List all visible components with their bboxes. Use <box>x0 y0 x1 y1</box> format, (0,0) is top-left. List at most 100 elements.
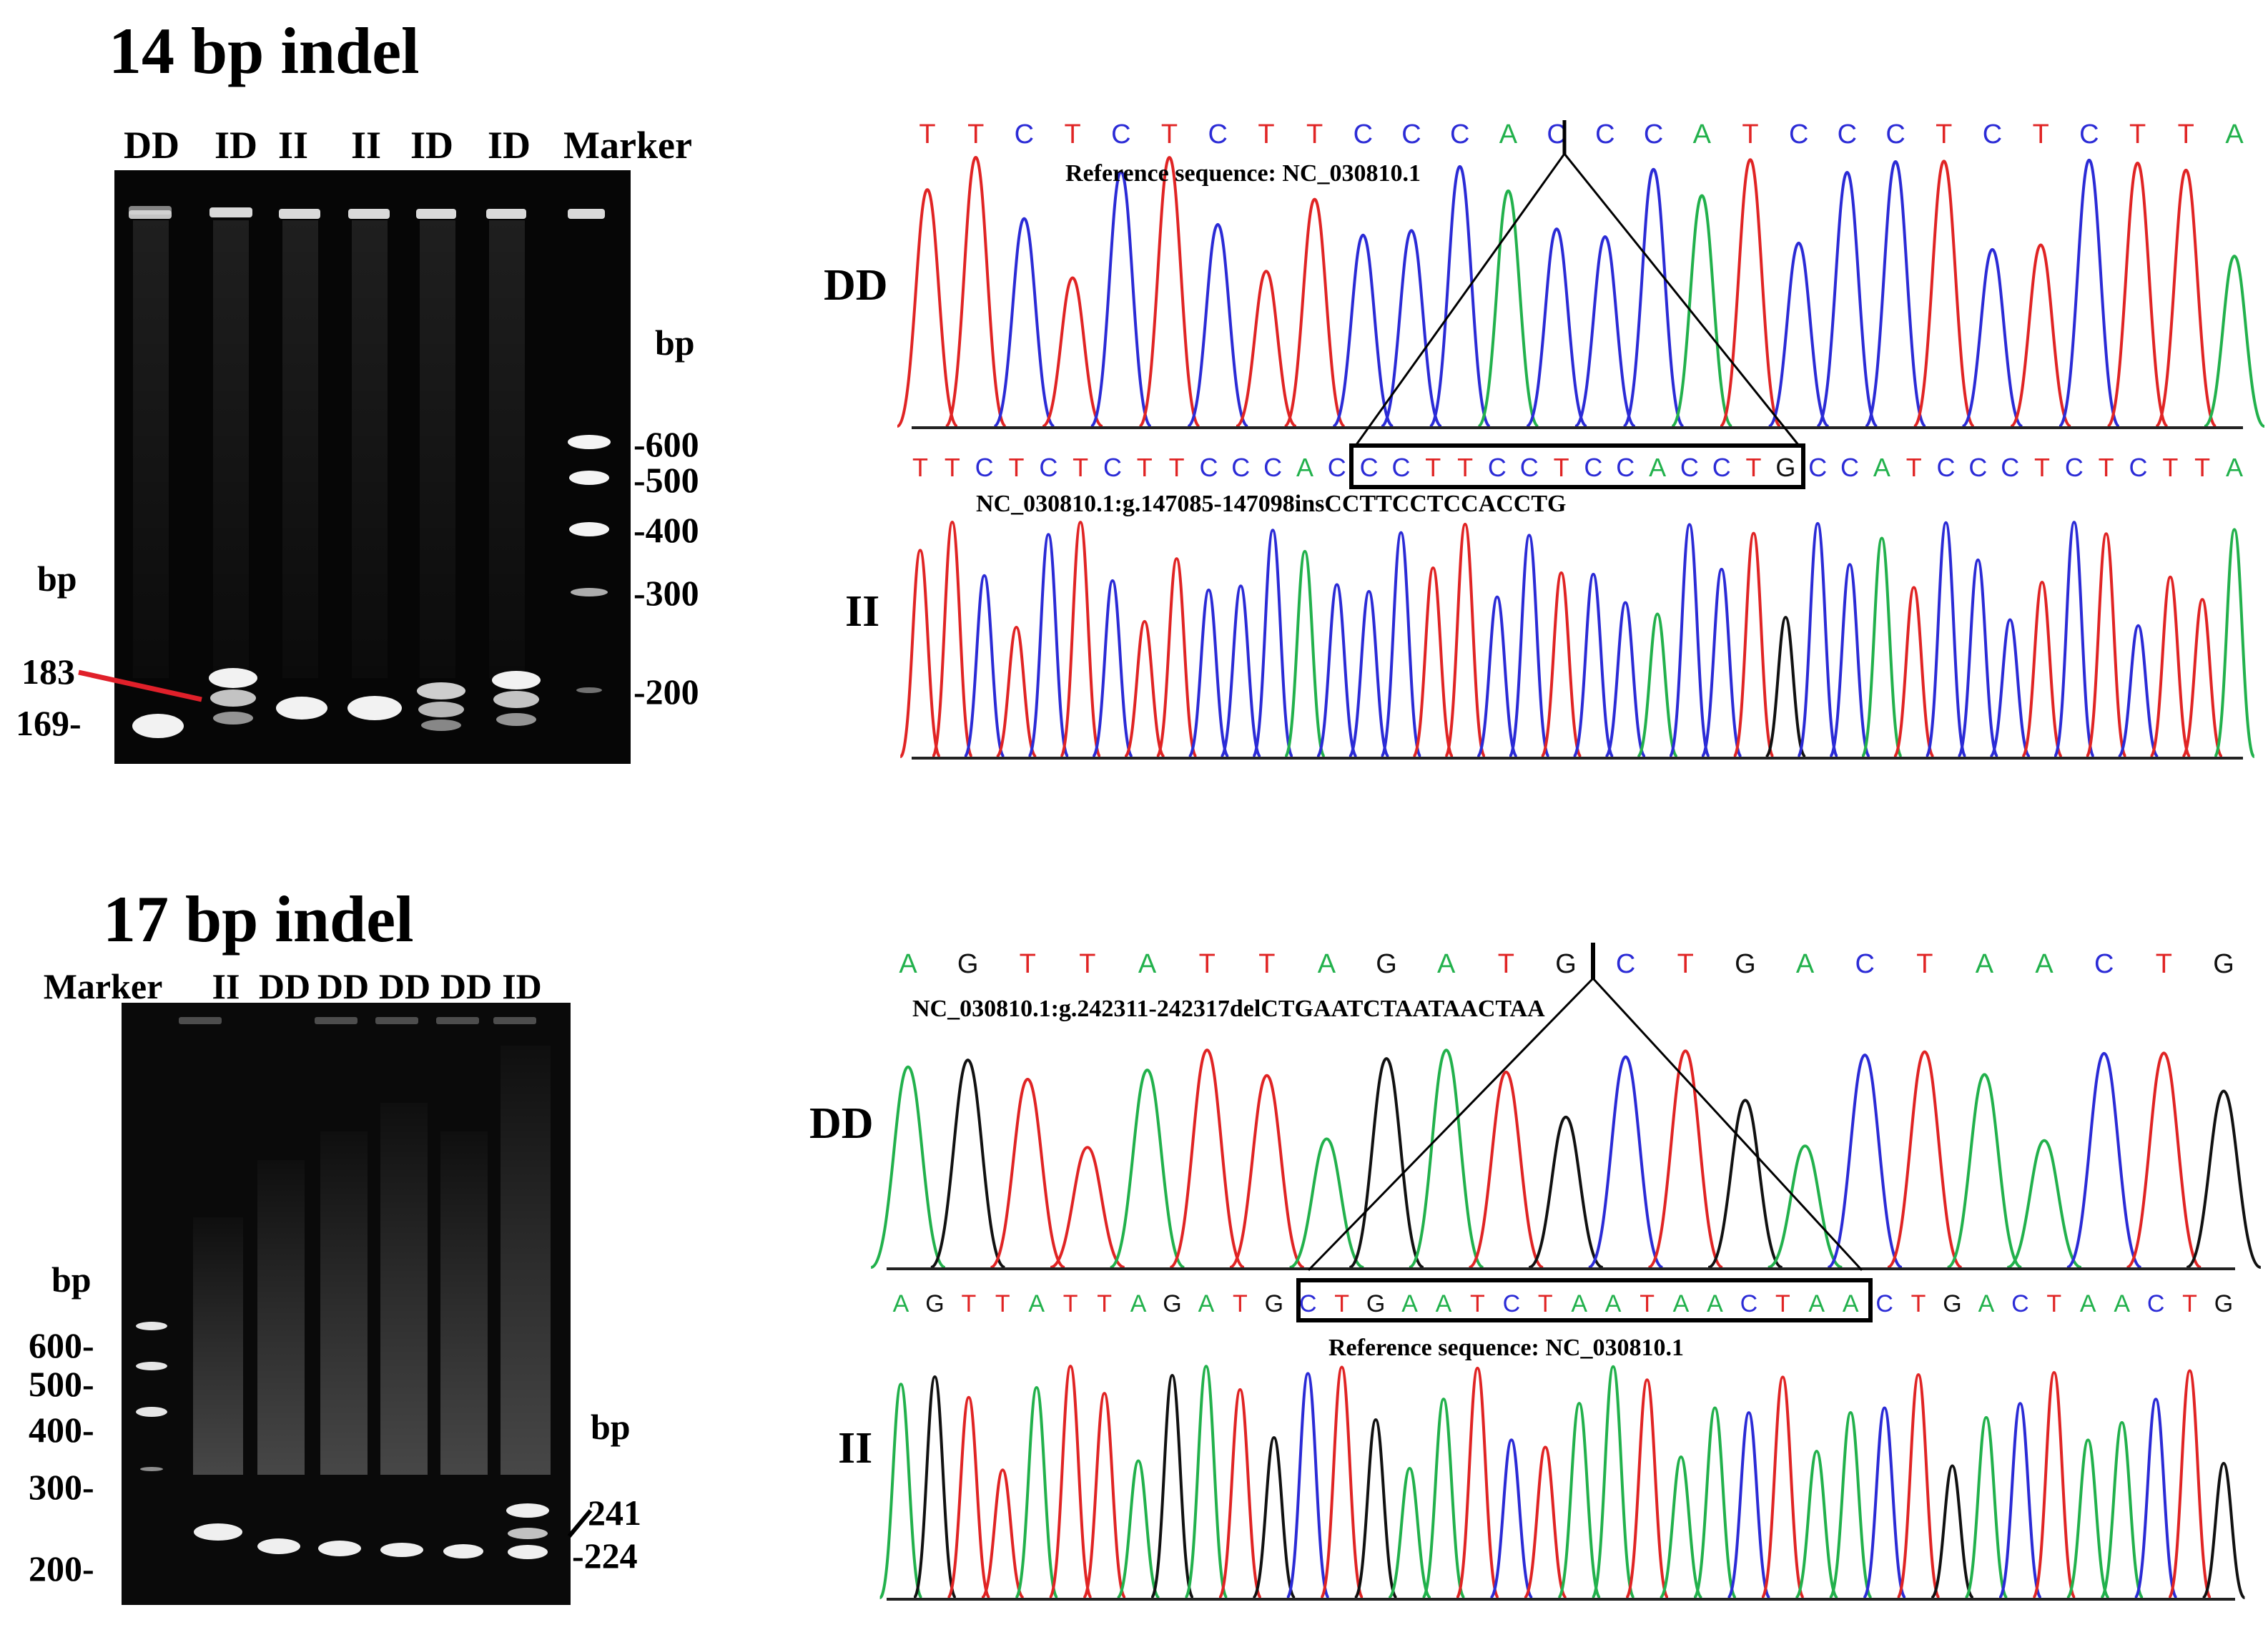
chromatogram-peak <box>1668 523 1711 758</box>
base-call-letter: C <box>1838 119 1857 149</box>
base-call-letter: T <box>1258 119 1274 149</box>
base-call-letter: A <box>1796 949 1815 979</box>
base-call-letter: G <box>1943 1290 1961 1317</box>
base-call-letter: C <box>1488 453 1507 482</box>
lane-label: DD <box>317 966 370 1006</box>
chromatogram-peak <box>1998 1402 2043 1599</box>
bottom-genotype-label-dd: DD <box>809 1099 874 1148</box>
base-call-letter: C <box>1103 453 1122 482</box>
base-call-letter: A <box>1873 453 1890 482</box>
chromatogram-peak <box>1924 521 1968 758</box>
allele-size-label: 169- <box>16 703 82 743</box>
base-call-letter: C <box>1584 453 1602 482</box>
chromatogram-peak <box>2031 1371 2077 1599</box>
chromatogram-peak <box>1557 1402 1602 1599</box>
base-call-letter: A <box>1296 453 1313 482</box>
base-call-letter: A <box>1138 949 1157 979</box>
chromatogram-peak <box>1468 1070 1544 1269</box>
base-call-letter: C <box>975 453 994 482</box>
marker-bands <box>568 435 611 693</box>
chromatogram-peak <box>1794 1450 1840 1599</box>
chromatogram-peak <box>944 156 1007 428</box>
base-call-letter: C <box>1983 119 2002 149</box>
base-call-letter: C <box>1616 949 1635 979</box>
marker-size-label: 300- <box>29 1467 94 1507</box>
chromatogram-peak <box>1283 549 1326 758</box>
base-call-letter: T <box>2194 453 2210 482</box>
base-call-letter: G <box>925 1290 944 1317</box>
chromatogram-peak <box>1827 1054 1903 1269</box>
base-call-letter: T <box>919 119 935 149</box>
chromatogram-peak <box>1047 1365 1093 1599</box>
base-call-letter: A <box>2080 1290 2096 1317</box>
chromatogram-peak <box>1574 235 1636 428</box>
chromatogram-peak <box>2099 1420 2145 1599</box>
lane-label: II <box>277 124 309 167</box>
allele-size-label: -224 <box>572 1536 638 1576</box>
chromatogram-peak <box>1219 584 1263 758</box>
bottom-gel-bands <box>136 1017 551 1559</box>
top-gel-image <box>114 170 631 764</box>
chromatogram-peak <box>1187 588 1231 758</box>
base-call-letter: C <box>1503 1290 1521 1317</box>
chromatogram-peak <box>1411 566 1455 758</box>
lane-label: ID <box>214 124 258 167</box>
chromatogram-peak <box>1155 557 1198 758</box>
chromatogram-peak <box>2065 1438 2111 1599</box>
base-call-letter: C <box>1968 453 1987 482</box>
base-call-letter: A <box>1436 1290 1452 1317</box>
base-call-letter: A <box>893 1290 909 1317</box>
base-call-letter: A <box>1198 1290 1215 1317</box>
chromatogram-peak <box>1692 1406 1737 1599</box>
base-call-letter: A <box>899 949 917 979</box>
chromatogram-peak <box>1235 270 1297 428</box>
chromatogram-peak <box>896 188 959 428</box>
base-call-letter: C <box>1450 119 1469 149</box>
base-call-letter: C <box>1616 453 1635 482</box>
lane-label: II <box>212 966 240 1006</box>
base-call-letter: T <box>912 453 928 482</box>
base-call-letter: A <box>2225 119 2244 149</box>
base-call-letter: T <box>995 1290 1010 1317</box>
lane-label: DD <box>258 966 311 1006</box>
chromatogram-peak <box>1217 1388 1263 1599</box>
base-call-letter: T <box>1169 453 1185 482</box>
chromatogram-peak <box>1115 1459 1161 1599</box>
base-call-letter: C <box>2079 119 2099 149</box>
chromatogram-peak <box>2201 1462 2247 1599</box>
chromatogram-peak <box>1251 1436 1297 1599</box>
chromatogram-peak <box>2116 624 2160 758</box>
top-genotype-label-ii: II <box>845 587 880 636</box>
chromatogram-peak <box>2181 598 2224 758</box>
base-call-letter: A <box>1028 1290 1045 1317</box>
base-call-letter: T <box>1916 949 1933 979</box>
base-call-letter: A <box>1707 1290 1723 1317</box>
chromatogram-peak <box>1767 1144 1843 1269</box>
reference-sequence-label: Reference sequence: NC_030810.1 <box>1328 1335 1684 1361</box>
base-call-letter: T <box>945 453 960 482</box>
chromatogram-peak <box>2053 521 2096 758</box>
chromatogram-peak <box>995 626 1038 758</box>
base-call-letter: T <box>1306 119 1323 149</box>
marker-size-label: -400 <box>633 510 699 550</box>
lane-label: DD <box>124 124 179 167</box>
chromatogram-peak <box>1912 159 1976 428</box>
chromatogram-peak <box>1319 1365 1365 1599</box>
chromatogram-peak <box>962 574 1006 758</box>
insertion-mutation-label: NC_030810.1:g.147085-147098insCCTTCCTCCA… <box>976 491 1567 517</box>
base-call-letter: A <box>1808 1290 1825 1317</box>
top-bp-unit-left: bp <box>37 559 77 599</box>
deletion-mutation-label: NC_030810.1:g.242311-242317delCTGAATCTAA… <box>912 996 1545 1022</box>
base-call-letter: C <box>1231 453 1250 482</box>
base-call-letter: C <box>1263 453 1282 482</box>
gel-wells <box>129 206 605 219</box>
chromatogram-peak <box>2106 161 2169 428</box>
chromatogram-peak <box>1895 1373 1941 1599</box>
marker-size-label: 500- <box>29 1364 94 1404</box>
lane-label: II <box>350 124 382 167</box>
chromatogram-peak <box>1183 1365 1229 1599</box>
